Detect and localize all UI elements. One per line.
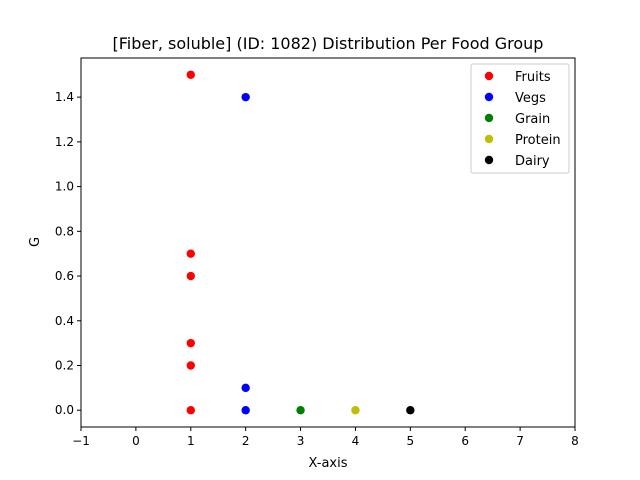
data-point-fruits bbox=[186, 271, 195, 281]
y-tick-label: 0.4 bbox=[55, 314, 74, 328]
x-tick-label: 2 bbox=[242, 434, 250, 448]
data-point-protein bbox=[351, 406, 360, 415]
legend-marker-dairy bbox=[484, 155, 494, 165]
data-point-fruits bbox=[186, 249, 195, 258]
y-tick-label: 1.4 bbox=[55, 90, 74, 104]
y-tick-label: 0.8 bbox=[55, 224, 74, 238]
x-tick-label: 8 bbox=[571, 434, 579, 448]
legend-label-fruits: Fruits bbox=[515, 70, 551, 85]
data-point-vegs bbox=[241, 406, 250, 415]
data-point-fruits bbox=[186, 70, 195, 79]
data-point-fruits bbox=[186, 338, 195, 348]
data-point-vegs bbox=[241, 92, 250, 102]
y-tick-label: 0.6 bbox=[55, 269, 74, 283]
legend-marker-fruits bbox=[484, 71, 494, 81]
data-point-grain bbox=[296, 406, 305, 415]
y-axis-label: G bbox=[28, 237, 43, 247]
x-tick-label: 6 bbox=[461, 434, 469, 448]
x-axis-label: X-axis bbox=[309, 456, 348, 471]
y-tick-label: 1.0 bbox=[55, 180, 74, 194]
axes-frame bbox=[80, 57, 576, 428]
legend-label-grain: Grain bbox=[515, 112, 550, 127]
data-point-vegs bbox=[241, 383, 250, 393]
data-point-fruits bbox=[186, 406, 195, 415]
x-tick-label: 7 bbox=[516, 434, 524, 448]
legend-label-vegs: Vegs bbox=[515, 91, 546, 106]
data-point-dairy bbox=[406, 406, 415, 415]
data-point-fruits bbox=[186, 361, 195, 370]
y-tick-label: 0.2 bbox=[55, 359, 74, 373]
legend-box bbox=[470, 63, 570, 174]
x-tick-label: 3 bbox=[297, 434, 305, 448]
legend-label-dairy: Dairy bbox=[515, 154, 550, 169]
axis-ticks: −1 0 1 2 3 4 5 6 7 8 0.0 0.2 0.4 0.6 0.8 1.0 1.2 1.4 bbox=[55, 90, 579, 448]
x-tick-label: −1 bbox=[72, 434, 90, 448]
legend-label-protein: Protein bbox=[515, 133, 561, 148]
legend-marker-grain bbox=[484, 113, 494, 123]
x-tick-label: 1 bbox=[187, 434, 195, 448]
plot-area bbox=[186, 70, 415, 415]
y-tick-label: 0.0 bbox=[55, 403, 74, 417]
legend-marker-vegs bbox=[484, 92, 494, 102]
y-tick-label: 1.2 bbox=[55, 135, 74, 149]
chart-title: [Fiber, soluble] (ID: 1082) Distribution… bbox=[113, 34, 544, 53]
legend: Fruits Vegs Grain Protein Dairy bbox=[470, 63, 570, 174]
x-tick-label: 4 bbox=[352, 434, 360, 448]
x-tick-label: 5 bbox=[407, 434, 415, 448]
x-tick-label: 0 bbox=[132, 434, 140, 448]
legend-marker-protein bbox=[484, 134, 494, 144]
